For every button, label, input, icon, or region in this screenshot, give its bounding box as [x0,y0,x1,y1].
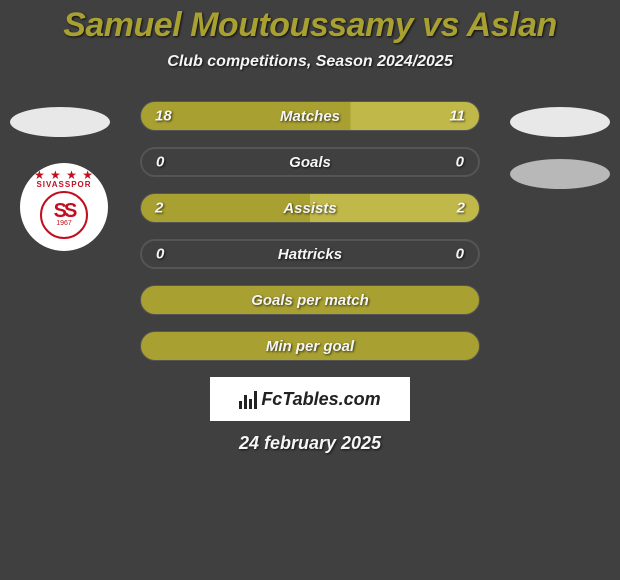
player1-name: Samuel Moutoussamy [63,6,413,44]
vs-label: vs [422,6,459,44]
stat-row: Matches 18 11 [140,101,480,131]
stat-value-right: 0 [456,154,464,171]
right-oval-decor-2 [510,159,610,189]
stat-row: Goals per match [140,285,480,315]
club-stars: ★ ★ ★ ★ [27,170,101,180]
page-title: Samuel Moutoussamy vs Aslan [0,0,620,45]
comparison-area: ★ ★ ★ ★ SIVASSPOR SS 1967 Matches 18 11 Goa… [0,101,620,361]
comparison-card: Samuel Moutoussamy vs Aslan Club competi… [0,0,620,580]
stat-row: Min per goal [140,331,480,361]
stat-value-left: 0 [156,154,164,171]
stat-value-left: 0 [156,246,164,263]
footer: FcTables.com 24 february 2025 [0,377,620,454]
stat-value-left: 2 [155,200,163,217]
fctables-text: FcTables.com [261,389,380,410]
club-year: 1967 [56,220,72,228]
right-oval-decor [510,107,610,137]
stat-row: Hattricks 0 0 [140,239,480,269]
stat-label: Goals [289,154,331,171]
stat-value-right: 11 [449,108,465,125]
club-emblem-circle: SS 1967 [40,191,88,239]
left-oval-decor [10,107,110,137]
stat-value-right: 2 [457,200,465,217]
stat-row: Assists 2 2 [140,193,480,223]
stat-row: Goals 0 0 [140,147,480,177]
date-label: 24 february 2025 [0,433,620,454]
stat-label: Matches [280,108,340,125]
subtitle: Club competitions, Season 2024/2025 [0,53,620,71]
club-initials: SS [54,202,75,220]
stat-label: Hattricks [278,246,342,263]
fctables-badge: FcTables.com [210,377,410,421]
player2-name: Aslan [467,6,557,44]
stat-rows: Matches1811Goals00Assists22Hattricks00Go… [140,101,480,361]
stat-value-left: 18 [155,108,172,125]
stat-label: Goals per match [251,292,369,309]
bars-icon [239,389,257,409]
stat-value-right: 0 [456,246,464,263]
club-name-top: SIVASSPOR [27,180,101,189]
club-logo: ★ ★ ★ ★ SIVASSPOR SS 1967 [20,163,108,251]
stat-label: Assists [283,200,336,217]
stat-label: Min per goal [266,338,354,355]
